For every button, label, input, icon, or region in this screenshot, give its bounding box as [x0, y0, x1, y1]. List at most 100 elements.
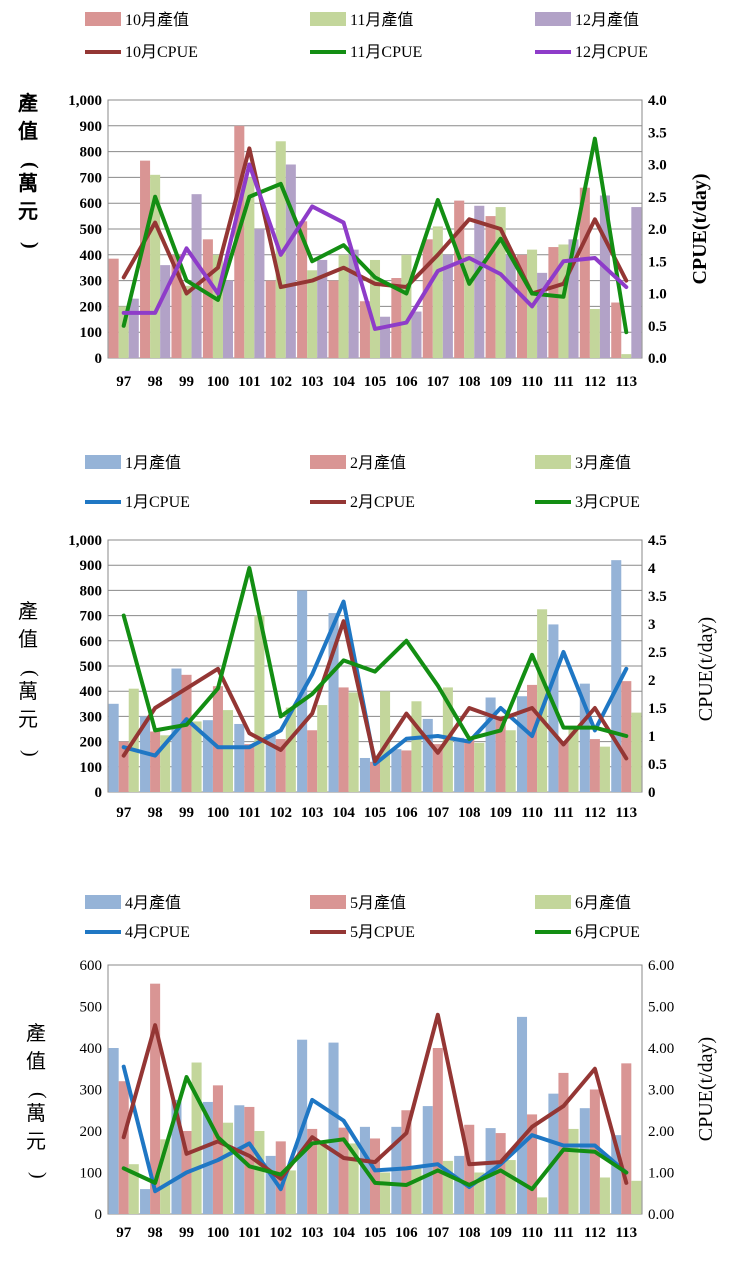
bar-1月產值-113 [611, 560, 622, 792]
bar-11月產值-106 [401, 254, 412, 358]
category-label: 106 [395, 374, 418, 390]
category-label: 110 [521, 374, 543, 390]
legend-label: 5月產值 [350, 894, 406, 912]
legend-label: 12月產值 [575, 11, 639, 29]
bar-5月產值-101 [244, 1106, 255, 1214]
bar-4月產值-108 [454, 1155, 465, 1214]
bar-10月產值-109 [485, 216, 496, 358]
category-label: 101 [238, 1225, 261, 1241]
left-tick-label: 300 [80, 274, 103, 290]
bar-1月產值-100 [202, 720, 213, 792]
bar-3月產值-113 [631, 712, 642, 792]
left-tick-label: 700 [80, 609, 103, 625]
right-tick-label: 4 [648, 561, 656, 577]
bar-11月產值-100 [212, 254, 223, 358]
bar-1月產值-106 [391, 749, 402, 792]
bar-12月產值-105 [380, 316, 391, 358]
bar-5月產值-107 [432, 1048, 443, 1214]
bar-11月產值-103 [307, 270, 318, 358]
bar-10月產值-97 [108, 258, 119, 358]
bar-11月產值-101 [244, 177, 255, 358]
bar-6月產值-102 [285, 1170, 296, 1214]
legend-label: 11月CPUE [350, 44, 422, 61]
bar-12月產值-107 [442, 254, 453, 358]
category-label: 102 [270, 374, 293, 390]
bar-3月產值-111 [568, 729, 579, 792]
category-label: 97 [116, 374, 132, 390]
category-label: 108 [458, 1225, 481, 1241]
chart-apr-jun: 0 100 200 300 400 500 600 0.00 1.00 2.00 3.00 4.00 5… [0, 880, 737, 1271]
line-1月CPUE [121, 599, 629, 766]
bar-12月產值-97 [128, 298, 139, 358]
bar-3月產值-105 [380, 691, 391, 792]
category-label: 113 [615, 805, 637, 821]
category-label: 108 [458, 374, 481, 390]
bar-1月產值-112 [579, 683, 590, 792]
right-tick-label: 4.00 [648, 1041, 674, 1057]
category-label: 101 [238, 374, 261, 390]
category-label: 112 [584, 374, 606, 390]
legend-swatch [310, 455, 346, 469]
left-tick-label: 0 [95, 785, 103, 801]
bar-5月產值-103 [307, 1128, 318, 1214]
left-tick-label: 200 [80, 735, 103, 751]
bar-6月產值-109 [505, 1160, 516, 1214]
bar-2月產值-107 [432, 744, 443, 792]
bar-2月產值-101 [244, 744, 255, 792]
bar-4月產值-112 [579, 1108, 590, 1214]
category-label: 103 [301, 805, 324, 821]
legend-label: 3月產值 [575, 454, 631, 472]
bar-12月產值-108 [474, 205, 485, 358]
chart-jan-mar-svg: 0 100 200 300 400 500 600 700 800 900 1,000 0 0.5 1 1.… [18, 454, 717, 821]
bar-6月產值-101 [254, 1131, 265, 1214]
bar-12月產值-112 [599, 195, 610, 358]
right-tick-label: 3.5 [648, 125, 667, 141]
bar-11月產值-105 [369, 259, 381, 358]
left-tick-label: 900 [80, 558, 103, 574]
legend-label: 4月產值 [125, 894, 181, 912]
right-tick-label: 1.5 [648, 254, 667, 270]
left-tick-label: 1,000 [68, 93, 102, 109]
bar-1月產值-109 [485, 697, 496, 792]
category-label: 110 [521, 1225, 543, 1241]
bar-2月產值-108 [464, 739, 475, 792]
bar-2月產值-112 [589, 739, 600, 792]
bar-2月產值-102 [275, 739, 286, 792]
bar-4月產值-104 [328, 1042, 339, 1214]
bar-12月產值-106 [411, 311, 422, 358]
right-tick-label: 6.00 [648, 958, 674, 974]
bar-4月產值-113 [611, 1135, 622, 1214]
category-label: 107 [427, 1225, 450, 1241]
left-tick-label: 500 [80, 1000, 103, 1016]
line-3月CPUE [121, 566, 629, 741]
bar-5月產值-105 [369, 1138, 381, 1214]
legend-label: 12月CPUE [575, 44, 648, 61]
bar-11月產值-111 [558, 244, 569, 358]
bar-6月產值-112 [599, 1177, 610, 1214]
right-tick-label: 2.0 [648, 222, 667, 238]
chart-oct-dec: 0 100 200 300 400 500 600 700 800 900 1,000 0.0 0.5 1… [0, 0, 737, 400]
bar-6月產值-113 [631, 1180, 642, 1214]
bar-3月產值-104 [348, 692, 359, 792]
bar-3月產值-101 [254, 615, 265, 792]
y2-axis-label: CPUE(t/day) [689, 173, 711, 284]
bar-10月產值-98 [140, 160, 151, 358]
legend-swatch [310, 12, 346, 26]
category-label: 99 [179, 374, 194, 390]
bar-6月產值-100 [222, 1122, 234, 1214]
legend-label: 6月產值 [575, 894, 631, 912]
legend-swatch [85, 455, 121, 469]
bar-11月產值-99 [181, 285, 192, 358]
right-tick-label: 1 [648, 729, 656, 745]
legend: 1月產值 2月產值 3月產值 1月CPUE 2月CPUE 3月CPUE [85, 454, 640, 511]
bar-6月產值-111 [568, 1128, 579, 1214]
bar-10月產值-105 [359, 301, 370, 358]
right-tick-label: 5.00 [648, 1000, 674, 1016]
legend: 4月產值 5月產值 6月產值 4月CPUE 5月CPUE 6月CPUE [85, 894, 640, 941]
left-tick-label: 200 [80, 299, 103, 315]
category-label: 104 [332, 374, 355, 390]
bar-4月產值-102 [265, 1155, 276, 1214]
bar-3月產值-110 [537, 609, 548, 792]
legend-label: 11月產值 [350, 11, 413, 29]
left-tick-label: 600 [80, 196, 103, 212]
